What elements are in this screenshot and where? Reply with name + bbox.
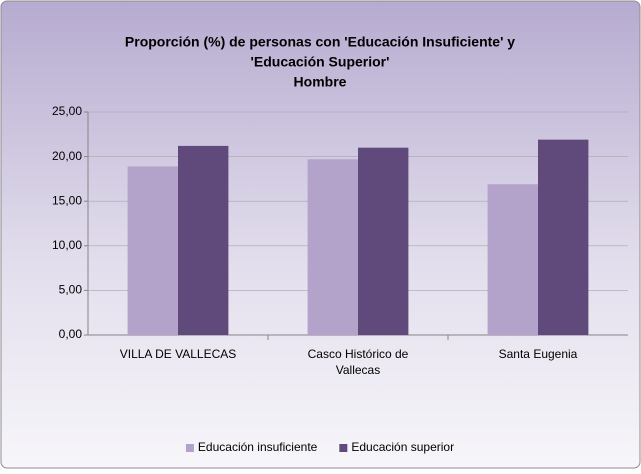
legend-label: Educación superior (351, 440, 454, 454)
legend-swatch (339, 444, 348, 452)
bar (538, 139, 589, 335)
legend-item: Educación insuficiente (185, 440, 318, 454)
bar (127, 166, 178, 335)
chart-title: 'Educación Superior' (251, 54, 390, 70)
bar (178, 145, 229, 335)
x-tick-label: VILLA DE VALLECAS (120, 347, 237, 361)
bar (307, 159, 358, 335)
bar (487, 184, 538, 335)
y-tick-label: 10,00 (52, 238, 82, 252)
legend-swatch (185, 444, 194, 452)
x-tick-label: Santa Eugenia (499, 347, 578, 361)
chart-title: Hombre (294, 74, 347, 90)
bar (358, 147, 409, 335)
x-tick-label: Casco Histórico de Vallecas (308, 347, 409, 377)
legend-label: Educación insuficiente (198, 440, 318, 454)
chart-title: Proporción (%) de personas con 'Educació… (125, 34, 515, 50)
legend-item: Educación superior (339, 440, 454, 454)
y-tick-label: 20,00 (52, 149, 82, 163)
y-tick-label: 15,00 (52, 193, 82, 207)
y-tick-label: 5,00 (59, 283, 83, 297)
y-tick-label: 0,00 (59, 327, 83, 341)
y-tick-label: 25,00 (52, 104, 82, 118)
